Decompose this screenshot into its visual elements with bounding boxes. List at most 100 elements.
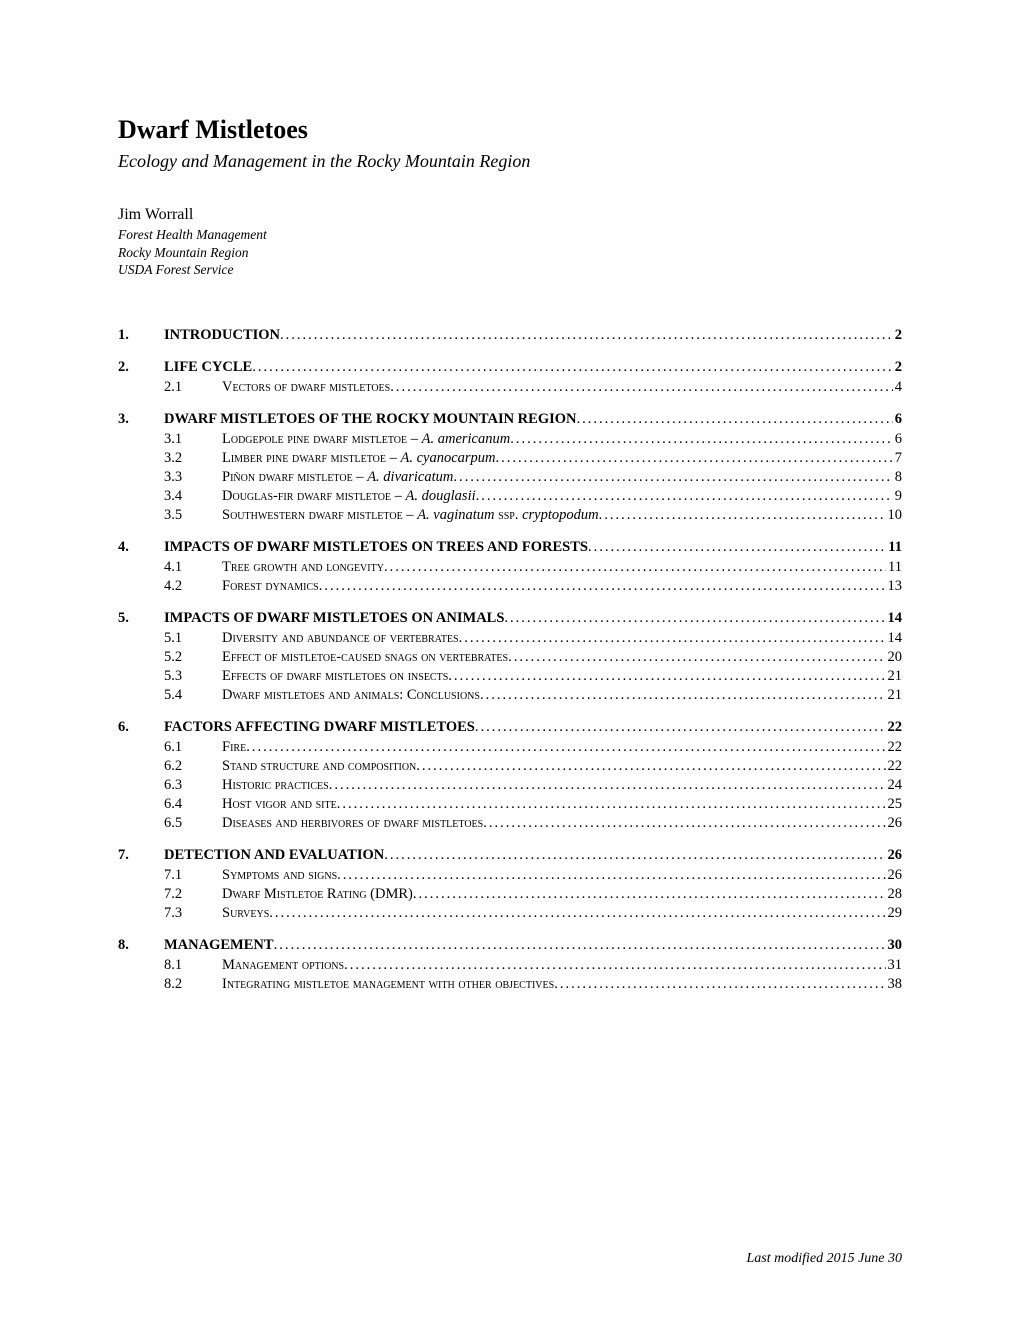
toc-entry-number: 2.: [118, 359, 164, 376]
author-affiliation-2: Rocky Mountain Region: [118, 244, 902, 262]
toc-entry-number: 5.2: [164, 649, 222, 666]
toc-leader-dots: [337, 867, 885, 884]
toc-entry-number: 4.2: [164, 578, 222, 595]
toc-entry-page: 21: [886, 687, 903, 704]
toc-entry-page: 25: [886, 796, 903, 813]
toc-leader-dots: [483, 815, 885, 832]
toc-entry-label: Integrating mistletoe management with ot…: [222, 976, 554, 993]
toc-entry-number: 7.: [118, 847, 164, 864]
toc-entry-page: 11: [886, 559, 902, 576]
toc-entry-page: 14: [886, 610, 903, 627]
toc-leader-dots: [504, 610, 885, 627]
toc-entry: 5.3Effects of dwarf mistletoes on insect…: [118, 668, 902, 685]
toc-entry: 6.3Historic practices 24: [118, 777, 902, 794]
toc-leader-dots: [480, 687, 886, 704]
toc-leader-dots: [448, 668, 885, 685]
toc-entry: 3.4Douglas-fir dwarf mistletoe – A. doug…: [118, 488, 902, 505]
author-affiliation-1: Forest Health Management: [118, 226, 902, 244]
toc-entry-number: 3.3: [164, 469, 222, 486]
toc-entry-page: 14: [886, 630, 903, 647]
toc-entry-label: Management options: [222, 957, 344, 974]
toc-entry-page: 31: [886, 957, 903, 974]
toc-leader-dots: [496, 450, 893, 467]
toc-entry-label: Dwarf mistletoes and animals: Conclusion…: [222, 687, 480, 704]
toc-entry: 3.1Lodgepole pine dwarf mistletoe – A. a…: [118, 431, 902, 448]
toc-entry: 1.INTRODUCTION2: [118, 327, 902, 344]
toc-entry-number: 6.3: [164, 777, 222, 794]
toc-entry-label: Surveys: [222, 905, 269, 922]
toc-leader-dots: [319, 578, 886, 595]
toc-entry: 6.1Fire 22: [118, 739, 902, 756]
toc-entry: 5.1Diversity and abundance of vertebrate…: [118, 630, 902, 647]
toc-entry-label: Historic practices: [222, 777, 329, 794]
toc-entry-page: 38: [886, 976, 903, 993]
toc-entry-page: 28: [886, 886, 903, 903]
toc-entry-number: 4.1: [164, 559, 222, 576]
toc-leader-dots: [476, 488, 893, 505]
toc-entry: 3.5Southwestern dwarf mistletoe – A. vag…: [118, 507, 902, 524]
toc-entry-label: Host vigor and site: [222, 796, 337, 813]
toc-entry-page: 8: [893, 469, 902, 486]
toc-leader-dots: [510, 431, 893, 448]
toc-leader-dots: [577, 411, 893, 428]
toc-entry-page: 24: [886, 777, 903, 794]
toc-entry-number: 3.: [118, 411, 164, 428]
toc-leader-dots: [416, 758, 885, 775]
toc-leader-dots: [384, 847, 885, 864]
toc-entry-label: Effect of mistletoe-caused snags on vert…: [222, 649, 508, 666]
toc-entry-page: 6: [893, 431, 902, 448]
toc-entry-page: 4: [893, 379, 902, 396]
toc-entry-label: Tree growth and longevity: [222, 559, 384, 576]
toc-entry-page: 26: [886, 847, 903, 864]
document-subtitle: Ecology and Management in the Rocky Moun…: [118, 151, 902, 172]
toc-leader-dots: [453, 469, 892, 486]
toc-entry-label: IMPACTS OF DWARF MISTLETOES ON ANIMALS: [164, 610, 504, 627]
toc-entry-label: FACTORS AFFECTING DWARF MISTLETOES: [164, 719, 475, 736]
toc-entry-label: Effects of dwarf mistletoes on insects: [222, 668, 448, 685]
document-title: Dwarf Mistletoes: [118, 115, 902, 145]
toc-leader-dots: [588, 539, 886, 556]
toc-leader-dots: [269, 905, 885, 922]
toc-entry-label: INTRODUCTION: [164, 327, 280, 344]
toc-entry-label: Douglas-fir dwarf mistletoe – A. douglas…: [222, 488, 476, 505]
toc-leader-dots: [475, 719, 886, 736]
toc-entry-page: 30: [886, 937, 903, 954]
toc-entry-number: 8.2: [164, 976, 222, 993]
toc-entry: 3.3Piñon dwarf mistletoe – A. divaricatu…: [118, 469, 902, 486]
toc-entry-number: 3.5: [164, 507, 222, 524]
toc-entry: 7.2Dwarf Mistletoe Rating (DMR)28: [118, 886, 902, 903]
toc-entry-number: 3.2: [164, 450, 222, 467]
toc-leader-dots: [344, 957, 885, 974]
toc-leader-dots: [280, 327, 893, 344]
toc-entry-number: 7.1: [164, 867, 222, 884]
toc-entry-page: 9: [893, 488, 902, 505]
toc-entry-page: 6: [893, 411, 902, 428]
toc-entry-page: 2: [893, 327, 902, 344]
toc-entry: 7.DETECTION AND EVALUATION 26: [118, 847, 902, 864]
toc-entry: 4.1Tree growth and longevity 11: [118, 559, 902, 576]
toc-leader-dots: [390, 379, 893, 396]
toc-entry: 6.2Stand structure and composition22: [118, 758, 902, 775]
toc-entry-number: 3.1: [164, 431, 222, 448]
toc-entry-label: Fire: [222, 739, 246, 756]
toc-entry-label: DETECTION AND EVALUATION: [164, 847, 384, 864]
toc-entry-page: 29: [886, 905, 903, 922]
toc-entry-label: Diseases and herbivores of dwarf mistlet…: [222, 815, 483, 832]
toc-entry: 7.1Symptoms and signs26: [118, 867, 902, 884]
toc-entry-number: 7.3: [164, 905, 222, 922]
toc-entry-number: 5.4: [164, 687, 222, 704]
toc-entry: 8.1Management options31: [118, 957, 902, 974]
toc-entry-number: 6.1: [164, 739, 222, 756]
toc-entry-label: Stand structure and composition: [222, 758, 416, 775]
toc-entry: 2.1Vectors of dwarf mistletoes4: [118, 379, 902, 396]
toc-entry-label: MANAGEMENT: [164, 937, 274, 954]
toc-entry-page: 22: [886, 739, 903, 756]
toc-leader-dots: [274, 937, 886, 954]
toc-entry: 8.MANAGEMENT30: [118, 937, 902, 954]
toc-entry-page: 7: [893, 450, 902, 467]
toc-entry: 6.5Diseases and herbivores of dwarf mist…: [118, 815, 902, 832]
toc-entry-label: Limber pine dwarf mistletoe – A. cyanoca…: [222, 450, 496, 467]
toc-entry-label: Forest dynamics: [222, 578, 319, 595]
toc-entry: 5.4Dwarf mistletoes and animals: Conclus…: [118, 687, 902, 704]
toc-leader-dots: [554, 976, 885, 993]
